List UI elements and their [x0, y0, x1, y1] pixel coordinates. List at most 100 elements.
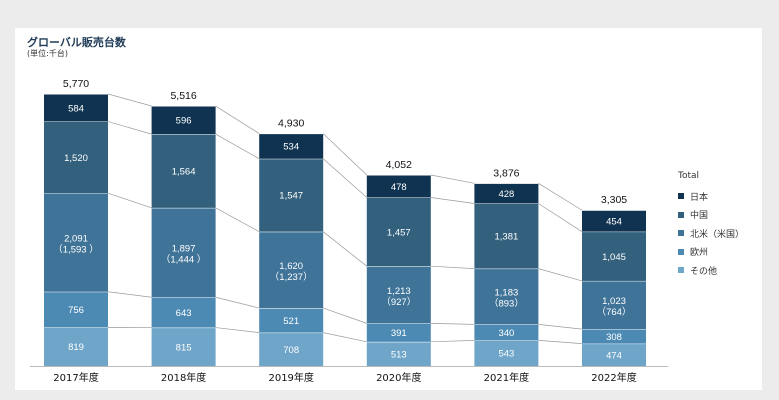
data-label: 1,213 — [387, 286, 411, 297]
legend: Total 日本 中国 北米（米国） 欧州 その他 — [678, 171, 744, 280]
data-label: 1,457 — [387, 227, 411, 238]
bar-segment — [366, 197, 431, 267]
data-sublabel: （893） — [489, 297, 524, 309]
bar-segment — [259, 158, 324, 232]
connector-line — [107, 93, 152, 107]
connector-line — [538, 268, 583, 282]
bar-segment — [259, 133, 324, 159]
data-label: 1,183 — [495, 287, 519, 298]
category-label: 2017年度 — [53, 371, 98, 384]
data-label: 596 — [176, 116, 192, 127]
legend-swatch — [678, 248, 684, 255]
category-label: 2022年度 — [591, 371, 636, 384]
bar-segment — [151, 207, 216, 298]
legend-label: その他 — [690, 266, 718, 277]
connector-line — [215, 105, 260, 134]
bar-segment — [474, 203, 539, 269]
unit-label: (単位:千台) — [27, 49, 68, 58]
total-label: 4,930 — [278, 118, 304, 130]
bar-segment — [366, 266, 431, 324]
chart-title: グローバル販売台数 — [27, 36, 126, 49]
legend-swatch — [678, 267, 684, 274]
bar-segment — [259, 332, 324, 366]
bar-segment — [474, 324, 539, 341]
bar-segment — [366, 341, 431, 366]
data-label: 1,045 — [602, 252, 626, 263]
connector-line — [538, 324, 583, 330]
data-sublabel: （764） — [597, 306, 632, 318]
bar-segment — [474, 340, 539, 366]
data-label: 340 — [498, 328, 514, 339]
connector-line — [538, 340, 583, 345]
category-label: 2019年度 — [268, 371, 313, 384]
bar-segment — [44, 291, 108, 328]
connector-line — [538, 203, 583, 232]
data-label: 543 — [498, 349, 514, 360]
data-label: 708 — [283, 345, 299, 356]
connector-line — [430, 265, 475, 269]
bar-segment — [474, 183, 539, 204]
legend-item-other: その他 — [678, 261, 744, 280]
connector-line — [430, 340, 475, 343]
connector-line — [107, 291, 152, 298]
total-label: 5,770 — [63, 78, 89, 90]
connector-line — [215, 327, 260, 333]
legend-item-europe: 欧州 — [678, 243, 744, 262]
data-label: 1,520 — [64, 153, 88, 164]
legend-label: 北米（米国） — [690, 229, 745, 240]
legend-label: 日本 — [690, 192, 709, 203]
data-label: 513 — [391, 349, 407, 360]
bar-segment — [582, 343, 646, 366]
bar-segment — [151, 297, 216, 328]
total-label: 5,516 — [170, 90, 196, 102]
bar-segment — [151, 106, 216, 135]
legend-item-japan: 日本 — [678, 187, 744, 206]
data-label: 1,023 — [602, 296, 626, 307]
connector-line — [215, 296, 260, 309]
bar-segment — [44, 94, 108, 122]
bar-segment — [366, 323, 431, 342]
bar-segment — [582, 231, 646, 281]
data-sublabel: （927） — [381, 296, 416, 308]
data-label: 1,620 — [279, 261, 303, 272]
data-sublabel: （1,593 ） — [53, 243, 98, 255]
data-label: 815 — [176, 342, 192, 353]
legend-item-china: 中国 — [678, 206, 744, 225]
data-label: 534 — [283, 142, 299, 153]
data-label: 819 — [68, 342, 84, 353]
connector-line — [107, 121, 152, 135]
connector-line — [322, 158, 368, 198]
legend-title: Total — [678, 171, 700, 181]
total-label: 4,052 — [386, 159, 412, 171]
bar-segment — [44, 121, 108, 194]
connector-line — [323, 307, 367, 324]
bar-segment — [151, 134, 216, 208]
connector-line — [107, 192, 152, 209]
bar-segment — [366, 174, 431, 198]
bar-segment — [44, 327, 108, 366]
data-label: 584 — [68, 103, 84, 114]
connector-line — [538, 183, 583, 211]
data-sublabel: （1,237） — [270, 271, 313, 283]
data-label: 1,381 — [495, 232, 519, 243]
total-label: 3,305 — [601, 194, 627, 206]
data-label: 756 — [68, 305, 84, 316]
data-label: 454 — [606, 216, 622, 227]
legend-swatch — [678, 193, 684, 200]
category-label: 2018年度 — [161, 371, 206, 384]
legend-label: 欧州 — [690, 248, 709, 259]
bar-segment — [151, 327, 216, 366]
legend-item-north-america: 北米（米国） — [678, 224, 744, 243]
bar-segment — [259, 308, 324, 333]
data-label: 1,547 — [279, 191, 303, 202]
bar-segment — [259, 231, 324, 309]
data-label: 643 — [176, 308, 192, 319]
connector-line — [322, 231, 368, 267]
legend-swatch — [678, 230, 684, 237]
data-label: 2,091 — [64, 233, 88, 244]
data-label: 1,564 — [172, 166, 196, 177]
connector-line — [323, 332, 367, 343]
bar-segment — [582, 210, 646, 232]
data-label: 391 — [391, 328, 407, 339]
